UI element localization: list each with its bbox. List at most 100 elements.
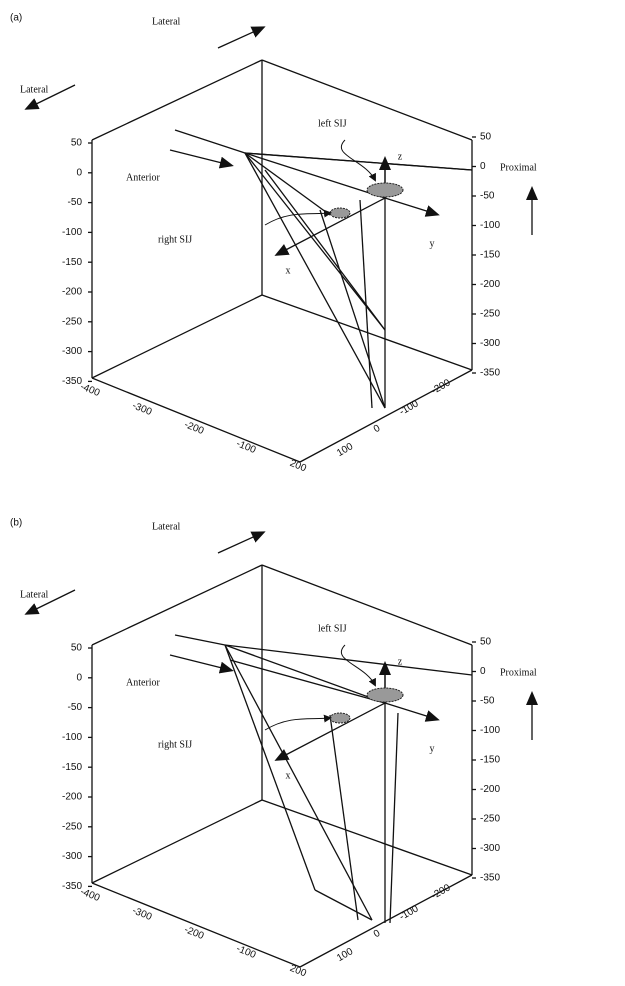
right-tick-label: -100 <box>480 220 500 231</box>
right-tick-label: -50 <box>480 696 495 707</box>
right-tick-label: 50 <box>480 132 492 143</box>
left-tick-label: -150 <box>62 762 82 773</box>
right-tick-label: 50 <box>480 637 492 648</box>
lateral-arrow <box>218 533 262 553</box>
ligament-line <box>175 130 245 153</box>
left-sij-shape <box>367 183 403 197</box>
box-edge <box>92 60 262 140</box>
front-tick-label: -100 <box>235 943 258 961</box>
box-edge <box>92 295 262 378</box>
left-tick-label: -100 <box>62 227 82 238</box>
left-tick-label: -300 <box>62 346 82 357</box>
lateral-left-label: Lateral <box>20 84 49 95</box>
right-tick-label: -200 <box>480 784 500 795</box>
front-tick-label: -400 <box>79 886 102 904</box>
left-tick-label: -250 <box>62 316 82 327</box>
proximal-label: Proximal <box>500 162 537 173</box>
x-axis-label: x <box>286 265 291 276</box>
right-tick-label: -150 <box>480 250 500 261</box>
front-tick-label: -300 <box>131 905 154 923</box>
right-tick-label: -300 <box>480 338 500 349</box>
right-tick-label: -50 <box>480 191 495 202</box>
lateral-top-label: Lateral <box>152 521 181 532</box>
ligament-line <box>225 645 385 703</box>
ligament-line <box>245 153 385 330</box>
figure: (a) 50 0 -50 -100 -150 -200 -250 -300 -350 50 0 -50 -… <box>0 0 625 986</box>
side-tick-label: 100 <box>335 946 355 964</box>
anterior-label: Anterior <box>126 677 161 688</box>
left-sij-label: left SIJ <box>318 623 347 634</box>
anterior-label: Anterior <box>126 172 161 183</box>
ligament-line <box>360 200 372 408</box>
ligament-line <box>330 715 358 920</box>
left-tick-label: -50 <box>68 702 83 713</box>
lateral-left-label: Lateral <box>20 589 49 600</box>
side-tick-label: -200 <box>430 377 453 397</box>
box-edge <box>262 60 472 140</box>
box-edge <box>92 883 300 967</box>
right-sij-pointer <box>265 718 330 730</box>
left-tick-label: -100 <box>62 732 82 743</box>
x-arrow <box>278 703 385 759</box>
right-tick-label: -250 <box>480 814 500 825</box>
side-tick-label: -200 <box>430 882 453 902</box>
left-tick-label: 0 <box>76 167 82 178</box>
ligament-line <box>245 153 472 170</box>
side-tick-label: 0 <box>372 423 383 436</box>
anterior-arrow <box>170 150 230 165</box>
ligament-line <box>265 170 385 330</box>
box-edge <box>92 378 300 462</box>
lateral-arrow <box>218 28 262 48</box>
box-edge <box>262 800 472 875</box>
front-tick-label: -100 <box>235 438 258 456</box>
y-arrow <box>385 198 436 214</box>
x-axis-label: x <box>286 770 291 781</box>
right-tick-label: 0 <box>480 161 486 172</box>
left-tick-label: -200 <box>62 792 82 803</box>
side-tick-label: 100 <box>335 441 355 459</box>
proximal-label: Proximal <box>500 667 537 678</box>
right-sij-label: right SIJ <box>158 234 192 245</box>
left-sij-pointer <box>341 645 375 685</box>
front-tick-label: -300 <box>131 400 154 418</box>
y-axis-label: y <box>430 743 435 754</box>
left-tick-label: 0 <box>76 672 82 683</box>
ligament-line <box>225 645 315 890</box>
panel-label: (b) <box>10 518 22 529</box>
left-tick-label: 50 <box>71 138 83 149</box>
right-tick-label: -300 <box>480 843 500 854</box>
side-tick-label: -100 <box>398 903 421 923</box>
right-tick-label: 0 <box>480 666 486 677</box>
anterior-arrow <box>170 655 230 670</box>
side-tick-label: 0 <box>372 928 383 941</box>
left-tick-label: -300 <box>62 851 82 862</box>
box-edge <box>92 800 262 883</box>
front-tick-label: 200 <box>288 458 308 475</box>
front-tick-label: 200 <box>288 963 308 980</box>
ligament-line <box>390 713 398 923</box>
box-edge <box>262 565 472 645</box>
box-edge <box>92 565 262 645</box>
left-sij-shape <box>367 688 403 702</box>
left-tick-label: -250 <box>62 821 82 832</box>
ligament-line <box>225 645 372 920</box>
left-tick-label: 50 <box>71 643 83 654</box>
right-sij-shape <box>330 208 350 218</box>
right-sij-shape <box>330 713 350 723</box>
z-axis-label: z <box>398 151 403 162</box>
side-tick-label: -100 <box>398 398 421 418</box>
right-tick-label: -350 <box>480 368 500 379</box>
ligament-line <box>175 635 225 645</box>
z-axis-label: z <box>398 656 403 667</box>
front-tick-label: -400 <box>79 381 102 399</box>
lateral-top-label: Lateral <box>152 16 181 27</box>
panel-label: (a) <box>10 13 22 24</box>
right-tick-label: -150 <box>480 755 500 766</box>
y-axis-label: y <box>430 238 435 249</box>
right-tick-label: -100 <box>480 725 500 736</box>
right-tick-label: -350 <box>480 873 500 884</box>
right-sij-label: right SIJ <box>158 739 192 750</box>
left-tick-label: -200 <box>62 287 82 298</box>
right-tick-label: -200 <box>480 279 500 290</box>
left-tick-label: -350 <box>62 881 82 892</box>
